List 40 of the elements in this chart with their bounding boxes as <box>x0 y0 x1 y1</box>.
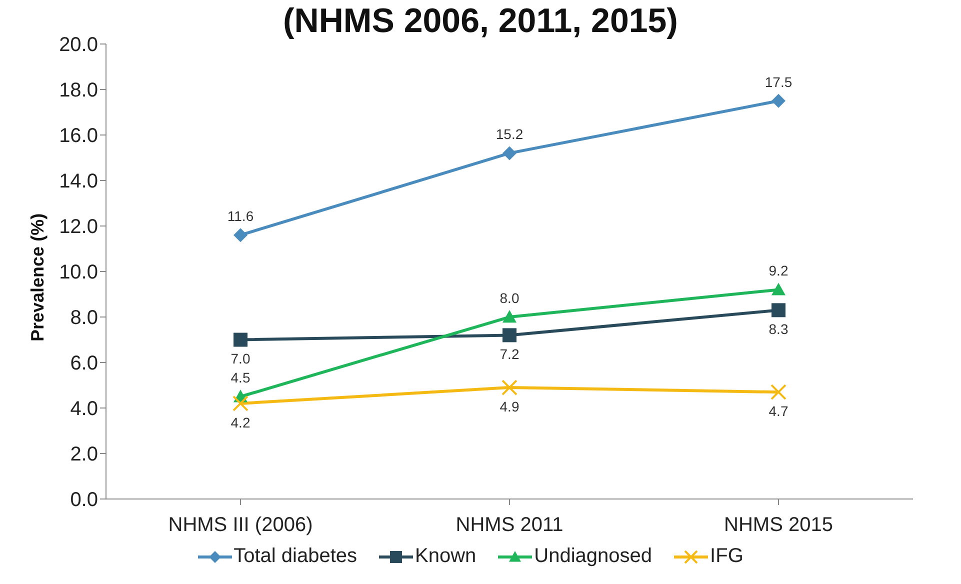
y-tick-label: 10.0 <box>59 262 98 284</box>
x-tick-label: NHMS 2011 <box>456 514 564 536</box>
point <box>502 146 516 160</box>
data-label: 4.9 <box>500 398 520 414</box>
point <box>234 332 248 347</box>
y-axis-title: Prevalence (%) <box>27 213 48 342</box>
x-tick-label: NHMS III (2006) <box>168 514 313 536</box>
legend-label: Known <box>414 545 476 568</box>
point <box>772 282 786 296</box>
data-label: 8.3 <box>768 321 788 338</box>
y-tick-label: 18.0 <box>59 80 98 102</box>
y-tick-label: 4.0 <box>70 398 98 420</box>
data-label: 4.2 <box>230 414 250 430</box>
y-tick-label: 8.0 <box>70 307 98 330</box>
point <box>502 328 516 342</box>
point <box>772 94 786 108</box>
data-label: 11.6 <box>227 208 254 224</box>
data-label: 7.2 <box>500 346 520 362</box>
data-label: 9.2 <box>768 262 788 279</box>
data-label: 7.0 <box>230 350 250 367</box>
y-tick-label: 6.0 <box>70 352 98 375</box>
y-tick-label: 20.0 <box>59 34 98 56</box>
point <box>234 228 248 242</box>
legend-label: Total diabetes <box>232 545 358 568</box>
point <box>502 310 516 323</box>
data-label: 17.5 <box>764 74 792 90</box>
legend-label: Undiagnosed <box>533 545 652 568</box>
data-label: 4.7 <box>768 403 788 420</box>
point <box>772 303 786 318</box>
y-tick-label: 16.0 <box>59 125 98 148</box>
data-label: 15.2 <box>496 126 524 142</box>
y-tick-label: 14.0 <box>59 170 98 193</box>
y-tick-label: 12.0 <box>59 216 98 238</box>
x-tick-label: NHMS 2015 <box>724 514 833 536</box>
y-tick-label: 2.0 <box>70 444 98 466</box>
legend-label: IFG <box>709 545 744 568</box>
chart-title: (NHMS 2006, 2011, 2015) <box>282 2 678 40</box>
data-label: 4.5 <box>230 370 250 386</box>
data-label: 8.0 <box>500 290 520 306</box>
y-tick-label: 0.0 <box>70 489 98 512</box>
